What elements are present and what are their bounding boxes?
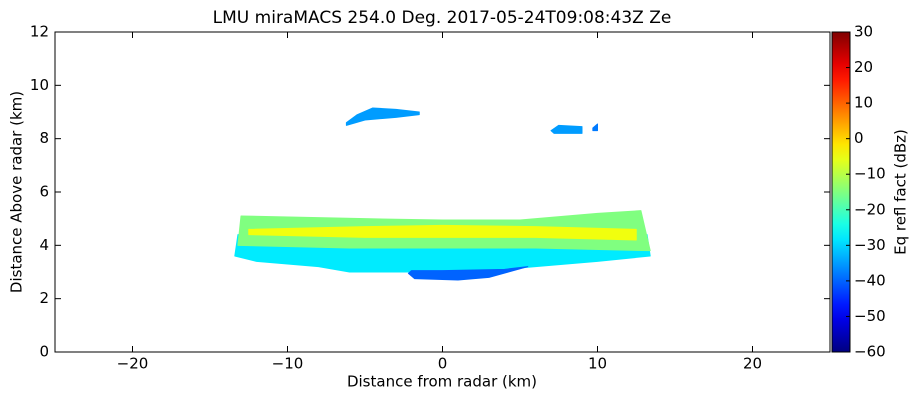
x-tick-label: 20: [743, 355, 762, 373]
colorbar-tick-label: −30: [854, 236, 886, 254]
colorbar-tick-label: −60: [854, 343, 886, 361]
radar-echo: [248, 224, 637, 241]
y-tick-label: 0: [39, 343, 49, 361]
colorbar-label: Eq refl fact (dBz): [892, 129, 910, 255]
y-tick-label: 4: [39, 236, 49, 254]
colorbar-tick-label: 0: [854, 129, 864, 147]
y-axis-label: Distance Above radar (km): [8, 91, 26, 293]
colorbar-tick-label: −50: [854, 307, 886, 325]
y-tick-label: 8: [39, 129, 49, 147]
x-tick-label: 0: [438, 355, 448, 373]
colorbar-tick-label: 20: [854, 58, 873, 76]
radar-echo: [345, 107, 420, 126]
radar-echo: [592, 123, 598, 132]
y-tick-label: 6: [39, 183, 49, 201]
x-tick-label: −20: [117, 355, 149, 373]
x-axis-label: Distance from radar (km): [347, 373, 537, 391]
colorbar: [831, 31, 851, 353]
colorbar-tick-label: −10: [854, 165, 886, 183]
radar-echo: [550, 124, 583, 134]
chart-title: LMU miraMACS 254.0 Deg. 2017-05-24T09:08…: [213, 8, 672, 28]
y-tick-label: 10: [30, 76, 49, 94]
colorbar-tick-label: 10: [854, 94, 873, 112]
x-tick-label: −10: [272, 355, 304, 373]
plot-frame: [54, 31, 831, 353]
radar-echo: [407, 266, 529, 281]
colorbar-tick-label: 30: [854, 23, 873, 41]
colorbar-tick-label: −20: [854, 200, 886, 218]
x-tick-label: 10: [588, 355, 607, 373]
colorbar-tick-label: −40: [854, 271, 886, 289]
y-tick-label: 12: [30, 23, 49, 41]
y-tick-label: 2: [39, 289, 49, 307]
